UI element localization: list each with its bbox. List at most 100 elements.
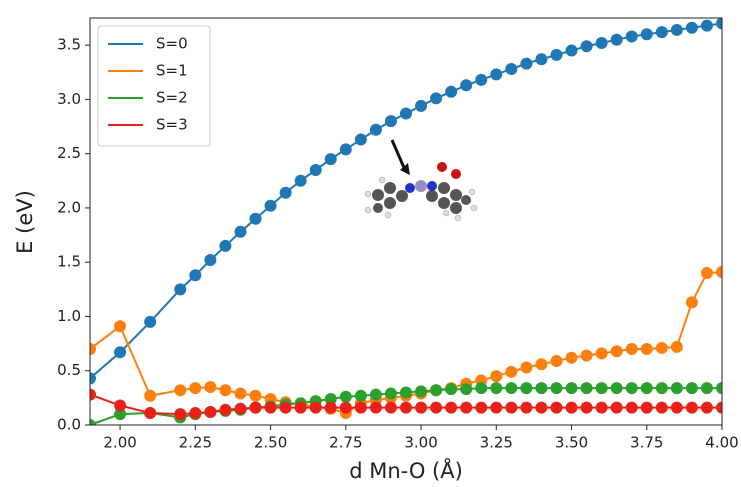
data-point [460,383,472,395]
data-point [325,153,337,165]
data-point [641,402,653,414]
data-point [250,402,262,414]
data-point [204,254,216,266]
data-point [626,30,638,42]
data-point [475,74,487,86]
x-tick-label: 3.00 [404,434,437,452]
data-point [174,408,186,420]
data-point [566,352,578,364]
legend-label: S=0 [156,35,188,53]
data-point [355,134,367,146]
data-point [686,22,698,34]
data-point [204,406,216,418]
data-point [641,382,653,394]
data-point [430,402,442,414]
data-point [535,402,547,414]
data-point [189,382,201,394]
data-point [355,402,367,414]
data-point [370,124,382,136]
data-point [295,402,307,414]
data-point [400,402,412,414]
data-point [566,402,578,414]
y-tick-label: 0.0 [57,416,81,434]
data-point [310,164,322,176]
data-point [686,296,698,308]
data-point [566,45,578,57]
x-tick-label: 2.00 [103,434,136,452]
data-point [114,399,126,411]
y-tick-label: 2.5 [57,144,81,162]
x-tick-label: 2.75 [329,434,362,452]
data-point [430,92,442,104]
x-tick-label: 2.50 [254,434,287,452]
data-point [671,24,683,36]
y-tick-label: 2.0 [57,198,81,216]
data-point [430,384,442,396]
data-point [490,382,502,394]
data-point [611,402,623,414]
data-point [490,402,502,414]
data-point [250,390,262,402]
data-point [550,355,562,367]
data-point [340,391,352,403]
data-point [611,382,623,394]
data-point [701,20,713,32]
x-tick-label: 3.75 [630,434,663,452]
data-point [656,342,668,354]
data-point [671,402,683,414]
data-point [686,382,698,394]
legend-label: S=1 [156,62,188,80]
data-point [385,388,397,400]
data-point [671,382,683,394]
data-point [340,402,352,414]
data-point [219,240,231,252]
data-point [370,402,382,414]
data-point [370,389,382,401]
data-point [475,382,487,394]
data-point [460,79,472,91]
data-point [234,388,246,400]
data-point [520,58,532,70]
data-point [445,383,457,395]
y-tick-label: 0.5 [57,361,81,379]
x-tick-label: 2.25 [179,434,212,452]
data-point [189,269,201,281]
data-point [626,382,638,394]
data-point [626,343,638,355]
data-point [686,402,698,414]
data-point [415,402,427,414]
data-point [114,346,126,358]
legend: S=0S=1S=2S=3 [98,26,210,146]
x-tick-label: 3.25 [480,434,513,452]
data-point [475,402,487,414]
data-point [596,382,608,394]
data-point [415,100,427,112]
data-point [535,382,547,394]
data-point [505,402,517,414]
y-tick-label: 1.5 [57,253,81,271]
data-point [219,384,231,396]
data-point [701,402,713,414]
data-point [234,226,246,238]
data-point [596,37,608,49]
data-point [581,350,593,362]
data-point [310,402,322,414]
data-point [596,347,608,359]
data-point [385,402,397,414]
data-point [280,187,292,199]
data-point [144,407,156,419]
data-point [280,402,292,414]
data-point [445,86,457,98]
data-point [581,40,593,52]
data-point [415,385,427,397]
data-point [144,390,156,402]
data-point [460,402,472,414]
data-point [295,175,307,187]
legend-label: S=3 [156,116,188,134]
data-point [520,361,532,373]
data-point [550,382,562,394]
data-point [265,200,277,212]
x-tick-label: 4.00 [705,434,738,452]
data-point [520,402,532,414]
data-point [144,316,156,328]
